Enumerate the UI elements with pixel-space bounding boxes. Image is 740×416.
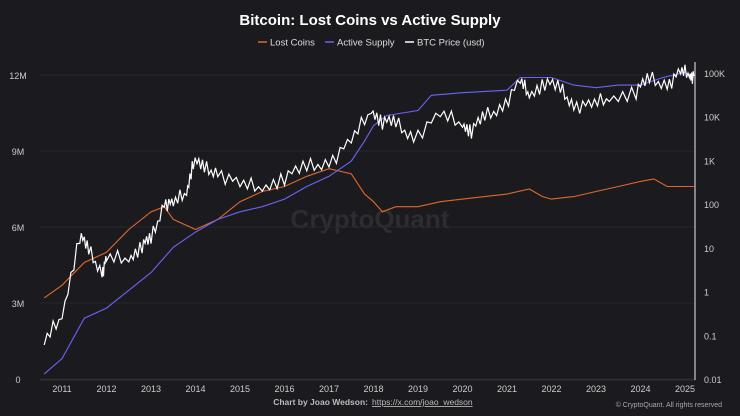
x-tick: 2024 xyxy=(630,384,650,394)
chart-title: Bitcoin: Lost Coins vs Active Supply xyxy=(239,12,501,29)
x-tick: 2022 xyxy=(541,384,561,394)
x-tick: 2013 xyxy=(141,384,161,394)
y-right-tick: 0.01 xyxy=(704,375,722,385)
x-tick: 2016 xyxy=(274,384,294,394)
series-line-btc-price-usd- xyxy=(43,64,695,346)
credit: Chart by Joao Wedson: xyxy=(273,397,368,407)
y-right-tick: 10 xyxy=(704,244,714,254)
x-tick: 2019 xyxy=(408,384,428,394)
y-left-tick: 12M xyxy=(9,71,27,81)
y-right-tick: 100 xyxy=(704,200,719,210)
legend-label[interactable]: Lost Coins xyxy=(270,38,315,49)
legend-label[interactable]: BTC Price (usd) xyxy=(417,38,485,49)
y-right-tick: 10K xyxy=(704,113,720,123)
x-tick: 2012 xyxy=(96,384,116,394)
y-left-tick: 9M xyxy=(12,147,25,157)
y-right-tick: 0.1 xyxy=(704,331,717,341)
x-tick: 2015 xyxy=(230,384,250,394)
x-tick: 2023 xyxy=(586,384,606,394)
x-tick: 2014 xyxy=(185,384,205,394)
legend-label[interactable]: Active Supply xyxy=(337,38,395,49)
y-right-tick: 1 xyxy=(704,288,709,298)
watermark: CryptoQuant xyxy=(291,204,450,234)
y-left-tick: 0 xyxy=(15,375,20,385)
x-tick: 2025 xyxy=(675,384,695,394)
series-line-active-supply xyxy=(43,71,695,375)
y-left-tick: 3M xyxy=(12,299,25,309)
x-tick: 2018 xyxy=(363,384,383,394)
credit-link[interactable]: https://x.com/joao_wedson xyxy=(372,397,473,407)
y-right-tick: 1K xyxy=(704,156,715,166)
y-left-tick: 6M xyxy=(12,223,25,233)
x-tick: 2021 xyxy=(497,384,517,394)
copyright: © CryptoQuant. All rights reserved xyxy=(616,401,722,409)
y-right-tick: 100K xyxy=(704,69,725,79)
x-tick: 2011 xyxy=(52,384,71,394)
x-tick: 2017 xyxy=(319,384,339,394)
x-tick: 2020 xyxy=(452,384,472,394)
